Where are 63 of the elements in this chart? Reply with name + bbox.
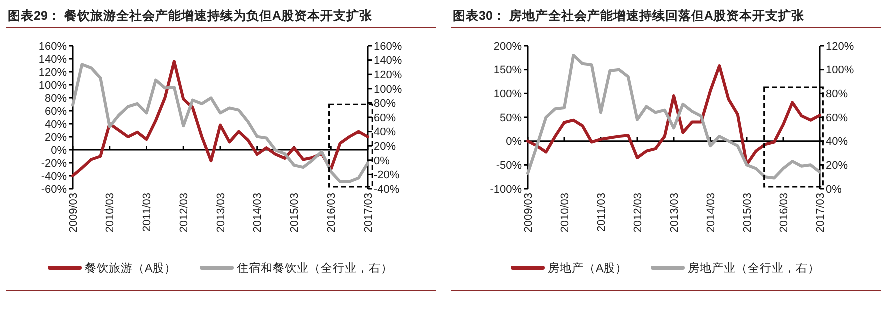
x-tick-label: 2010/03 <box>559 193 572 233</box>
y2-tick-label: 0% <box>374 155 390 168</box>
y2-tick-label: -20% <box>374 170 400 182</box>
x-tick-label: 2009/03 <box>522 193 535 233</box>
y2-tick-label: 20% <box>826 160 848 172</box>
y2-tick-label: 160% <box>374 40 402 53</box>
y2-tick-label: 100% <box>826 64 854 77</box>
y-tick-label: 80% <box>44 92 68 105</box>
x-tick-label: 2016/03 <box>326 193 338 233</box>
y-tick-label: -20% <box>41 158 68 170</box>
y-tick-label: 140% <box>38 54 68 66</box>
y-tick-label: 120% <box>38 66 68 79</box>
chart-title: 图表29： 餐饮旅游全社会产能增速持续为负但A股资本开支扩张 <box>8 8 374 23</box>
legend-label: 房地产（A股） <box>548 261 628 276</box>
x-tick-label: 2011/03 <box>596 193 608 232</box>
y2-tick-label: 80% <box>374 98 396 110</box>
y2-tick-label: 60% <box>826 112 848 124</box>
legend-label: 餐饮旅游（A股） <box>85 262 177 276</box>
y-tick-label: 100% <box>38 80 68 92</box>
y-tick-label: 160% <box>38 40 68 53</box>
y-tick-label: 60% <box>44 106 68 118</box>
y2-tick-label: 140% <box>374 55 402 68</box>
x-tick-label: 2014/03 <box>705 193 718 233</box>
x-tick-label: 2009/03 <box>68 193 80 233</box>
y2-tick-label: 120% <box>826 40 854 53</box>
y2-tick-label: 20% <box>374 140 396 153</box>
line-series <box>526 64 822 166</box>
x-tick-label: 2013/03 <box>215 193 228 233</box>
x-tick-label: 2017/03 <box>362 193 375 233</box>
x-tick-label: 2015/03 <box>742 193 754 233</box>
x-tick-label: 2016/03 <box>778 193 790 233</box>
y-tick-label: 40% <box>44 118 68 131</box>
x-tick-label: 2010/03 <box>104 193 117 233</box>
legend-label: 住宿和餐饮业（全行业，右） <box>236 261 393 276</box>
y2-tick-label: 0% <box>826 184 842 196</box>
y2-tick-label: 40% <box>826 136 848 148</box>
y-tick-label: -100% <box>490 184 522 196</box>
y2-tick-label: -40% <box>374 184 400 196</box>
legend-label: 房地产业（全行业，右） <box>688 261 820 276</box>
y2-tick-label: 100% <box>374 84 402 96</box>
y-tick-label: 200% <box>494 40 522 53</box>
y-tick-label: 0% <box>506 136 522 148</box>
x-tick-label: 2014/03 <box>252 193 264 233</box>
y2-tick-label: 40% <box>374 126 396 139</box>
x-tick-label: 2015/03 <box>289 193 302 233</box>
x-tick-label: 2011/03 <box>142 193 154 232</box>
y-tick-label: 20% <box>44 132 68 144</box>
line-series <box>526 54 822 180</box>
y2-tick-label: 80% <box>826 88 848 101</box>
y-tick-label: 0% <box>51 144 68 157</box>
y2-tick-label: 60% <box>374 112 396 124</box>
y-tick-label: 50% <box>500 112 522 124</box>
y-tick-label: -60% <box>41 184 68 196</box>
x-tick-label: 2012/03 <box>178 193 190 233</box>
y-tick-label: -40% <box>41 170 68 183</box>
x-tick-label: 2013/03 <box>668 193 681 233</box>
x-tick-label: 2012/03 <box>632 193 644 233</box>
y2-tick-label: 120% <box>374 69 402 82</box>
chart-title: 图表30： 房地产全社会产能增速持续回落但A股资本开支扩张 <box>453 8 806 23</box>
y-tick-label: 100% <box>494 88 522 101</box>
x-tick-label: 2017/03 <box>814 193 827 233</box>
y-tick-label: -50% <box>496 160 522 172</box>
y-tick-label: 150% <box>494 64 522 77</box>
